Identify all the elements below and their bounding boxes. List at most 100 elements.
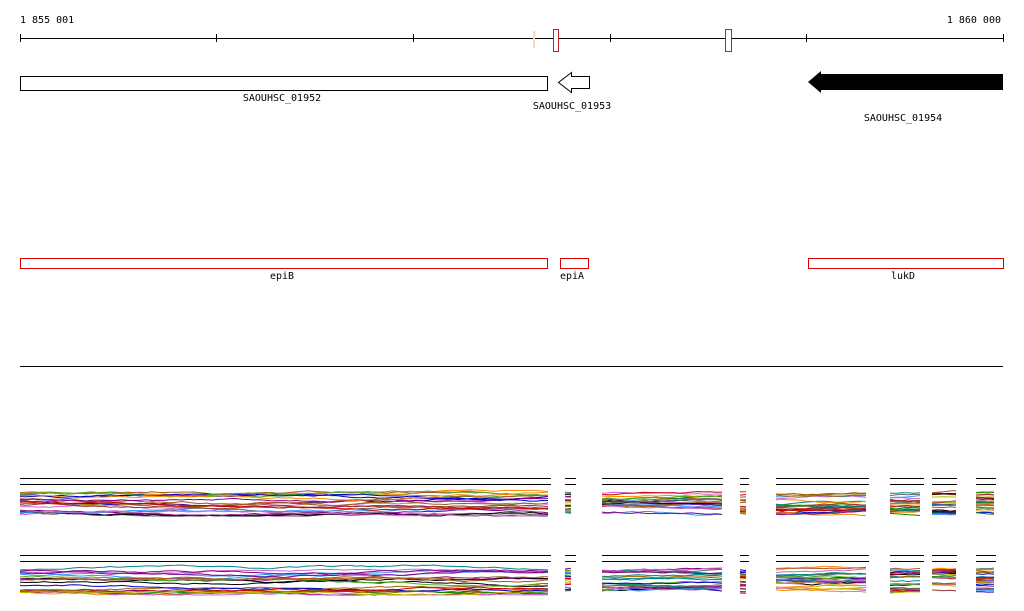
trace: [739, 573, 747, 576]
trace: [931, 500, 957, 504]
trace: [19, 590, 549, 596]
trace: [975, 567, 995, 570]
trace: [601, 501, 723, 508]
trace: [975, 495, 995, 497]
trace: [975, 498, 995, 500]
trace: [975, 573, 995, 575]
trace: [739, 511, 747, 513]
trace: [601, 501, 723, 505]
trace: [975, 504, 995, 506]
trace: [19, 490, 549, 498]
trace: [889, 510, 921, 513]
trace: [601, 505, 723, 510]
trace: [601, 575, 723, 579]
trace: [775, 507, 867, 512]
trace: [601, 581, 723, 585]
trace: [975, 496, 995, 499]
trace: [975, 580, 995, 583]
trace: [931, 571, 957, 573]
trace: [931, 583, 957, 585]
trace: [775, 586, 867, 591]
gene-box: [20, 76, 548, 91]
trace: [889, 583, 921, 586]
trace: [889, 493, 921, 496]
trace: [19, 569, 548, 579]
gene-arrow: [808, 71, 1003, 93]
ruler: [20, 34, 1004, 42]
trace: [564, 495, 572, 498]
trace: [889, 567, 921, 570]
trace: [739, 510, 747, 513]
trace: [931, 577, 957, 579]
feature-box: [808, 258, 1004, 269]
marker: [725, 29, 732, 52]
gene-label: SAOUHSC_01952: [243, 93, 321, 104]
trace: [931, 576, 957, 578]
trace: [975, 581, 995, 584]
trace: [601, 491, 723, 496]
trace: [739, 494, 747, 496]
trace: [931, 513, 957, 516]
trace: [601, 505, 723, 510]
trace: [889, 492, 921, 494]
trace: [975, 508, 995, 510]
trace: [19, 575, 549, 588]
alignment-traces: [19, 478, 996, 596]
trace: [19, 497, 549, 503]
gene-label: SAOUHSC_01954: [864, 113, 942, 124]
trace: [775, 568, 867, 574]
trace: [601, 587, 722, 591]
trace: [739, 512, 747, 515]
trace: [775, 504, 867, 508]
trace: [564, 511, 572, 513]
trace: [889, 582, 921, 585]
trace: [739, 580, 747, 583]
trace: [739, 501, 747, 504]
gene-label: SAOUHSC_01953: [533, 101, 611, 112]
trace: [19, 586, 549, 594]
trace: [889, 500, 920, 503]
trace: [975, 499, 995, 502]
trace: [564, 583, 572, 586]
marker: [533, 31, 535, 48]
trace: [19, 584, 549, 593]
trace: [601, 511, 723, 515]
trace: [975, 491, 995, 493]
trace: [889, 569, 921, 573]
trace: [975, 502, 994, 505]
trace: [931, 490, 957, 494]
trace: [775, 498, 867, 504]
trace: [975, 576, 995, 579]
trace: [564, 586, 572, 589]
trace: [889, 575, 921, 579]
trace: [775, 494, 867, 497]
trace: [975, 510, 995, 512]
trace: [739, 585, 747, 587]
trace: [975, 491, 995, 494]
trace: [889, 495, 921, 499]
trace: [601, 497, 723, 505]
trace: [19, 493, 549, 502]
trace: [889, 508, 921, 511]
trace: [889, 506, 921, 510]
trace: [976, 587, 995, 590]
trace: [19, 507, 549, 515]
trace: [775, 579, 867, 583]
trace: [601, 567, 723, 572]
trace: [601, 571, 723, 575]
trace: [975, 512, 995, 515]
ruler-end-label: 1 860 000: [947, 15, 1001, 26]
trace: [19, 569, 549, 575]
trace: [889, 588, 921, 591]
trace: [889, 571, 921, 574]
trace: [20, 564, 549, 571]
trace: [776, 584, 867, 588]
trace: [19, 568, 549, 575]
gene-arrow: [557, 71, 590, 94]
trace: [931, 506, 957, 509]
trace: [889, 499, 921, 502]
trace: [889, 580, 921, 583]
trace: [601, 582, 723, 590]
trace: [775, 500, 867, 506]
